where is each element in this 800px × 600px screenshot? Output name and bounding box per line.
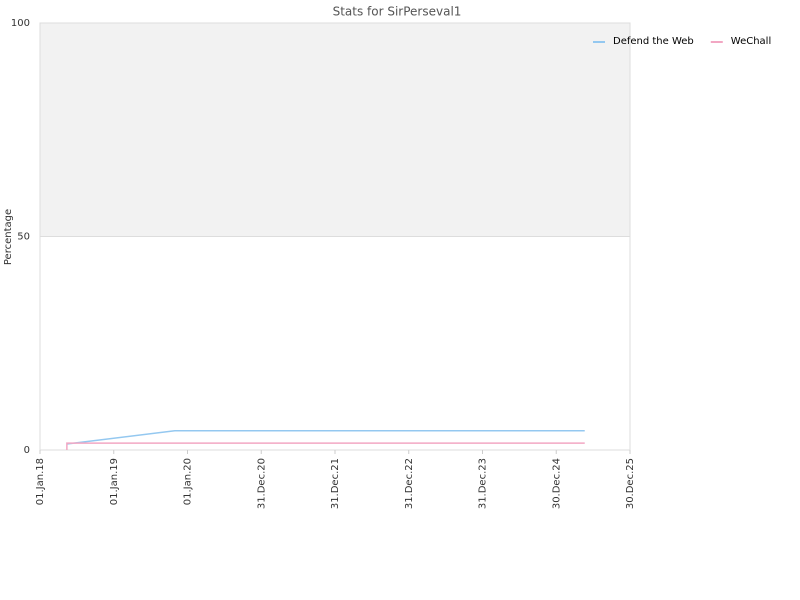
x-tick-label: 01.Jan.20 [183,458,194,505]
x-tick-label: 01.Jan.19 [109,458,120,505]
x-tick-label: 31.Dec.20 [256,458,267,509]
legend-label: WeChall [731,36,771,47]
y-tick-label: 0 [24,445,30,456]
x-tick-label: 30.Dec.24 [551,458,562,509]
series-line [66,442,585,450]
legend-label: Defend the Web [613,36,694,47]
chart-title: Stats for SirPerseval1 [333,5,462,19]
x-tick-label: 31.Dec.23 [478,458,489,509]
y-tick-label: 100 [11,18,30,29]
x-tick-label: 31.Dec.21 [330,458,341,509]
x-tick-label: 31.Dec.22 [404,458,415,509]
series-line [66,430,585,445]
plot-band [40,23,630,237]
x-tick-label: 30.Dec.25 [625,458,636,509]
x-tick-label: 01.Jan.18 [35,458,46,505]
y-axis-label: Percentage [3,209,14,265]
y-tick-label: 50 [17,232,30,243]
